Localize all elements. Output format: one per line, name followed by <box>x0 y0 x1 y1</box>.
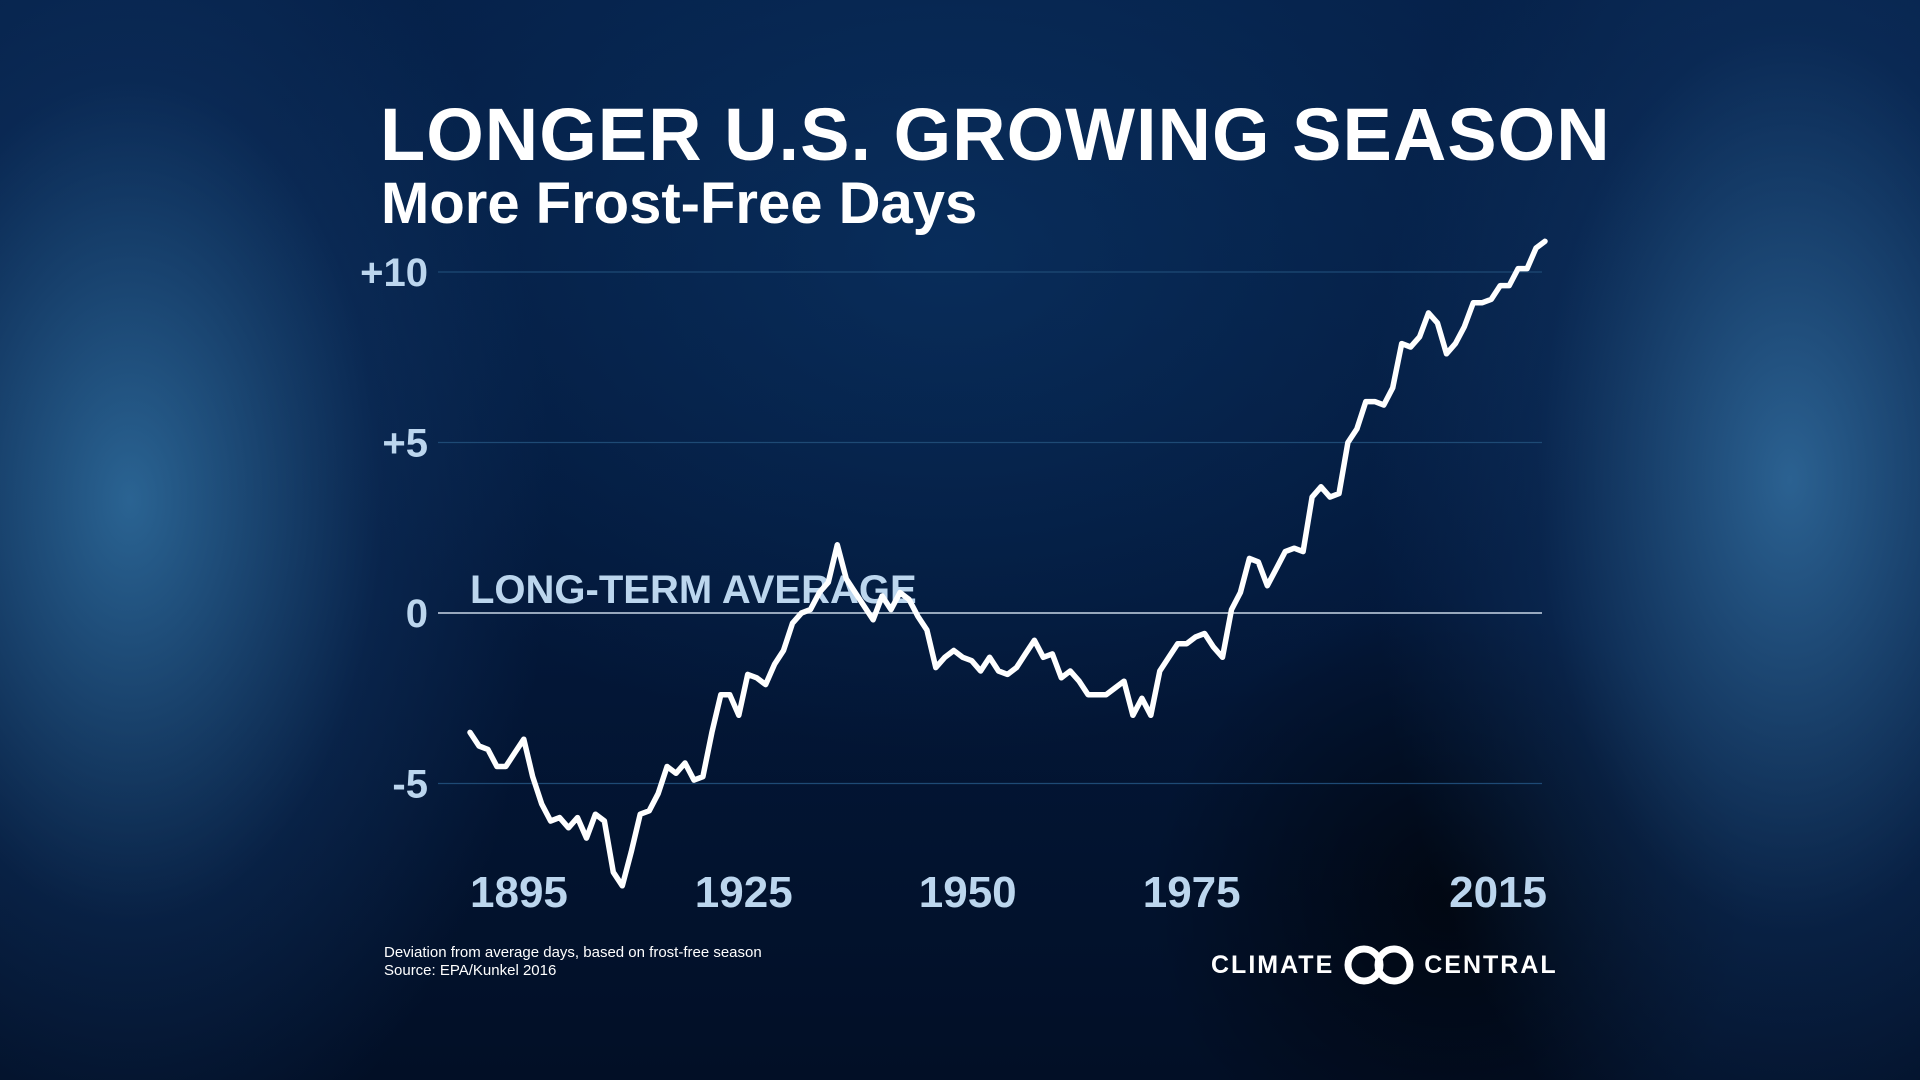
plot-area <box>467 238 1548 889</box>
y-tick-label: +5 <box>382 422 428 466</box>
x-tick-label: 1925 <box>695 868 793 917</box>
x-tick-label: 1950 <box>919 868 1017 917</box>
y-tick-label: 0 <box>406 592 428 636</box>
x-tick-label: 1895 <box>470 868 568 917</box>
long-term-average-label: LONG-TERM AVERAGE <box>470 568 917 612</box>
footnote-description: Deviation from average days, based on fr… <box>384 944 762 961</box>
y-tick-label: -5 <box>392 763 428 807</box>
logo-text-right: CENTRAL <box>1424 950 1558 979</box>
series-line-0 <box>467 238 1548 889</box>
x-tick-label: 2015 <box>1449 868 1547 917</box>
chart-title: LONGER U.S. GROWING SEASON <box>380 93 1611 176</box>
y-axis: +10 +5 0 -5 <box>360 251 428 807</box>
climate-central-logo: CLIMATE CENTRAL <box>1211 945 1558 985</box>
average-line-group: LONG-TERM AVERAGE <box>438 568 1542 614</box>
x-axis: 1895 1925 1950 1975 2015 <box>470 868 1547 917</box>
logo-text-left: CLIMATE <box>1211 950 1335 979</box>
footnote-source: Source: EPA/Kunkel 2016 <box>384 962 557 979</box>
chart-subtitle: More Frost-Free Days <box>381 171 978 236</box>
y-tick-label: +10 <box>360 251 428 295</box>
x-tick-label: 1975 <box>1143 868 1241 917</box>
gridlines <box>438 271 1542 785</box>
logo-rings-icon <box>1344 945 1414 985</box>
